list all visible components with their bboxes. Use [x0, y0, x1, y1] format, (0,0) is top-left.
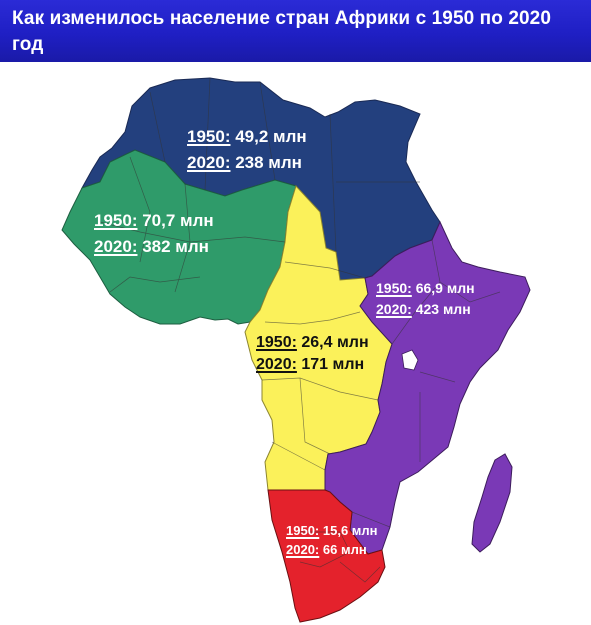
east-2020-row: 2020: 423 млн	[376, 299, 475, 320]
madagascar-shape	[471, 453, 513, 553]
label-east: 1950: 66,9 млн 2020: 423 млн	[376, 278, 475, 320]
west-2020-year: 2020:	[94, 237, 138, 256]
south-1950-year: 1950:	[286, 523, 320, 538]
page-title: Как изменилось население стран Африки с …	[12, 8, 551, 55]
central-2020-row: 2020: 171 млн	[256, 354, 369, 376]
south-2020-row: 2020: 66 млн	[286, 540, 378, 559]
north-1950-value: 49,2 млн	[235, 127, 307, 146]
label-central: 1950: 26,4 млн 2020: 171 млн	[256, 332, 369, 376]
central-2020-year: 2020:	[256, 356, 297, 373]
central-1950-year: 1950:	[256, 334, 297, 351]
africa-map: 1950: 49,2 млн 2020: 238 млн 1950: 70,7 …	[0, 62, 591, 625]
country-borders	[99, 77, 501, 583]
south-2020-value: 66 млн	[322, 542, 367, 557]
north-2020-row: 2020: 238 млн	[187, 150, 307, 176]
west-1950-row: 1950: 70,7 млн	[94, 208, 214, 234]
west-1950-value: 70,7 млн	[142, 211, 214, 230]
north-1950-row: 1950: 49,2 млн	[187, 124, 307, 150]
label-south: 1950: 15,6 млн 2020: 66 млн	[286, 521, 378, 559]
north-1950-year: 1950:	[187, 127, 231, 146]
west-1950-year: 1950:	[94, 211, 138, 230]
east-2020-year: 2020:	[376, 301, 412, 317]
region-south-shape	[267, 489, 386, 623]
south-1950-row: 1950: 15,6 млн	[286, 521, 378, 540]
label-north: 1950: 49,2 млн 2020: 238 млн	[187, 124, 307, 176]
north-2020-value: 238 млн	[235, 153, 302, 172]
east-1950-row: 1950: 66,9 млн	[376, 278, 475, 299]
east-1950-value: 66,9 млн	[415, 280, 475, 296]
east-1950-year: 1950:	[376, 280, 412, 296]
central-1950-value: 26,4 млн	[301, 334, 369, 351]
lake-victoria-shape	[401, 349, 419, 371]
central-1950-row: 1950: 26,4 млн	[256, 332, 369, 354]
west-2020-row: 2020: 382 млн	[94, 234, 214, 260]
west-2020-value: 382 млн	[142, 237, 209, 256]
south-2020-year: 2020:	[286, 542, 320, 557]
label-west: 1950: 70,7 млн 2020: 382 млн	[94, 208, 214, 260]
header-banner: Как изменилось население стран Африки с …	[0, 0, 591, 62]
central-2020-value: 171 млн	[301, 356, 365, 373]
east-2020-value: 423 млн	[415, 301, 471, 317]
south-1950-value: 15,6 млн	[322, 523, 378, 538]
africa-map-svg	[61, 77, 531, 623]
north-2020-year: 2020:	[187, 153, 231, 172]
